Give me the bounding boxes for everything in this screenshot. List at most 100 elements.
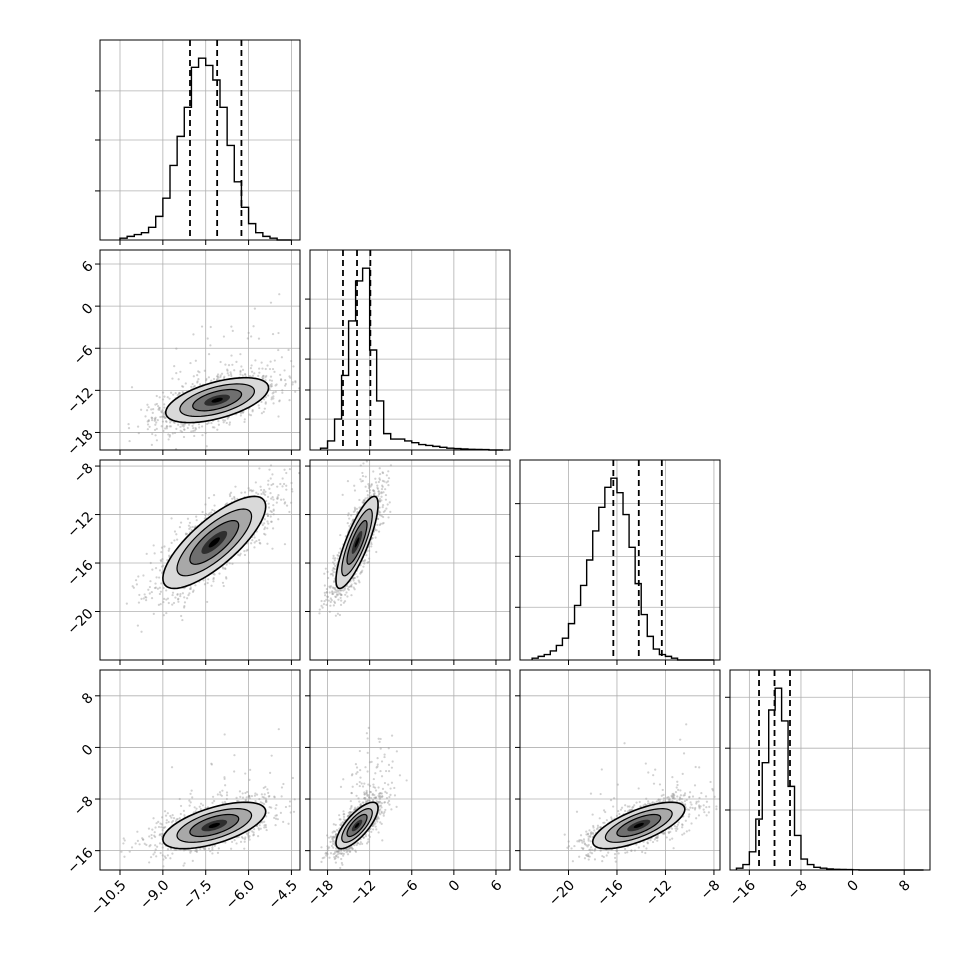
scatter-point	[144, 595, 147, 599]
scatter-point	[333, 559, 336, 562]
scatter-point	[351, 519, 354, 523]
scatter-point	[362, 501, 365, 504]
scatter-point	[276, 497, 279, 500]
scatter-point	[244, 772, 247, 775]
scatter-point	[150, 416, 153, 419]
scatter-point	[220, 372, 224, 375]
scatter-point	[173, 365, 176, 368]
scatter-point	[253, 536, 256, 539]
scatter-point	[172, 601, 176, 605]
scatter-point	[172, 393, 175, 396]
scatter-point	[384, 498, 388, 501]
scatter-point	[222, 335, 226, 338]
scatter-point	[364, 497, 367, 500]
scatter-point	[331, 590, 334, 593]
scatter-point	[270, 396, 273, 399]
scatter-point	[355, 507, 358, 510]
scatter-point	[270, 383, 273, 386]
scatter-point	[378, 510, 381, 513]
scatter-point	[272, 508, 275, 511]
scatter-point	[251, 830, 254, 833]
scatter-point	[163, 597, 166, 600]
scatter-point	[158, 406, 161, 409]
scatter-point	[200, 425, 204, 428]
scatter-point	[386, 480, 390, 483]
scatter-point	[387, 516, 390, 519]
scatter-point	[169, 847, 173, 850]
scatter-point	[282, 782, 285, 786]
scatter-point	[212, 377, 216, 381]
scatter-point	[157, 820, 160, 823]
scatter-point	[340, 589, 343, 592]
scatter-point	[162, 429, 165, 433]
scatter-point	[379, 511, 382, 514]
scatter-point	[192, 429, 195, 433]
scatter-point	[198, 426, 201, 429]
scatter-point	[239, 414, 242, 417]
scatter-point	[348, 517, 351, 520]
scatter-point	[255, 539, 258, 543]
scatter-point	[260, 793, 263, 796]
scatter-point	[243, 420, 246, 424]
scatter-point	[225, 576, 228, 579]
scatter-point	[250, 335, 253, 338]
scatter-point	[173, 421, 176, 424]
scatter-point	[211, 426, 215, 429]
scatter-point	[198, 371, 201, 374]
scatter-point	[345, 591, 348, 594]
scatter-point	[332, 567, 335, 570]
scatter-point	[155, 855, 158, 858]
scatter-point	[164, 814, 168, 817]
scatter-point	[375, 550, 378, 554]
scatter-point	[278, 293, 281, 296]
scatter-point	[150, 443, 153, 446]
scatter-point	[279, 498, 283, 501]
scatter-point	[248, 413, 251, 416]
scatter-point	[269, 385, 273, 388]
scatter-point	[212, 572, 215, 575]
scatter-point	[205, 445, 208, 448]
scatter-point	[193, 434, 196, 438]
scatter-point	[161, 391, 165, 394]
scatter-point	[372, 533, 375, 536]
scatter-point	[380, 491, 383, 494]
scatter-point	[165, 425, 168, 428]
scatter-point	[183, 428, 186, 431]
scatter-point	[148, 592, 151, 595]
scatter-point	[134, 842, 137, 845]
scatter-point	[378, 478, 382, 481]
scatter-point	[233, 754, 236, 757]
scatter-point	[264, 823, 267, 827]
scatter-point	[324, 567, 327, 570]
scatter-point	[242, 410, 245, 413]
scatter-point	[291, 381, 294, 384]
scatter-point	[290, 359, 293, 363]
histogram-step-line	[531, 477, 714, 661]
scatter-point	[335, 593, 339, 596]
scatter-point	[201, 510, 204, 514]
scatter-point	[265, 499, 268, 503]
scatter-point	[294, 381, 297, 384]
scatter-point	[138, 593, 141, 597]
scatter-point	[258, 798, 261, 801]
scatter-point	[172, 421, 175, 424]
scatter-point	[381, 522, 384, 525]
scatter-point	[160, 411, 164, 414]
scatter-point	[371, 537, 374, 540]
scatter-point	[222, 567, 225, 570]
scatter-point	[264, 401, 267, 404]
scatter-point	[123, 855, 126, 858]
scatter-point	[352, 586, 355, 589]
scatter-point	[264, 376, 267, 379]
scatter-point	[190, 385, 193, 388]
scatter-point	[147, 406, 150, 409]
scatter-point	[288, 468, 292, 471]
scatter-point	[356, 575, 359, 578]
scatter-point	[168, 547, 171, 550]
scatter-point	[157, 603, 160, 606]
scatter-point	[353, 588, 356, 591]
scatter-point	[259, 542, 262, 545]
scatter-point	[289, 376, 292, 379]
scatter-point	[182, 849, 186, 852]
scatter-point	[368, 549, 371, 553]
